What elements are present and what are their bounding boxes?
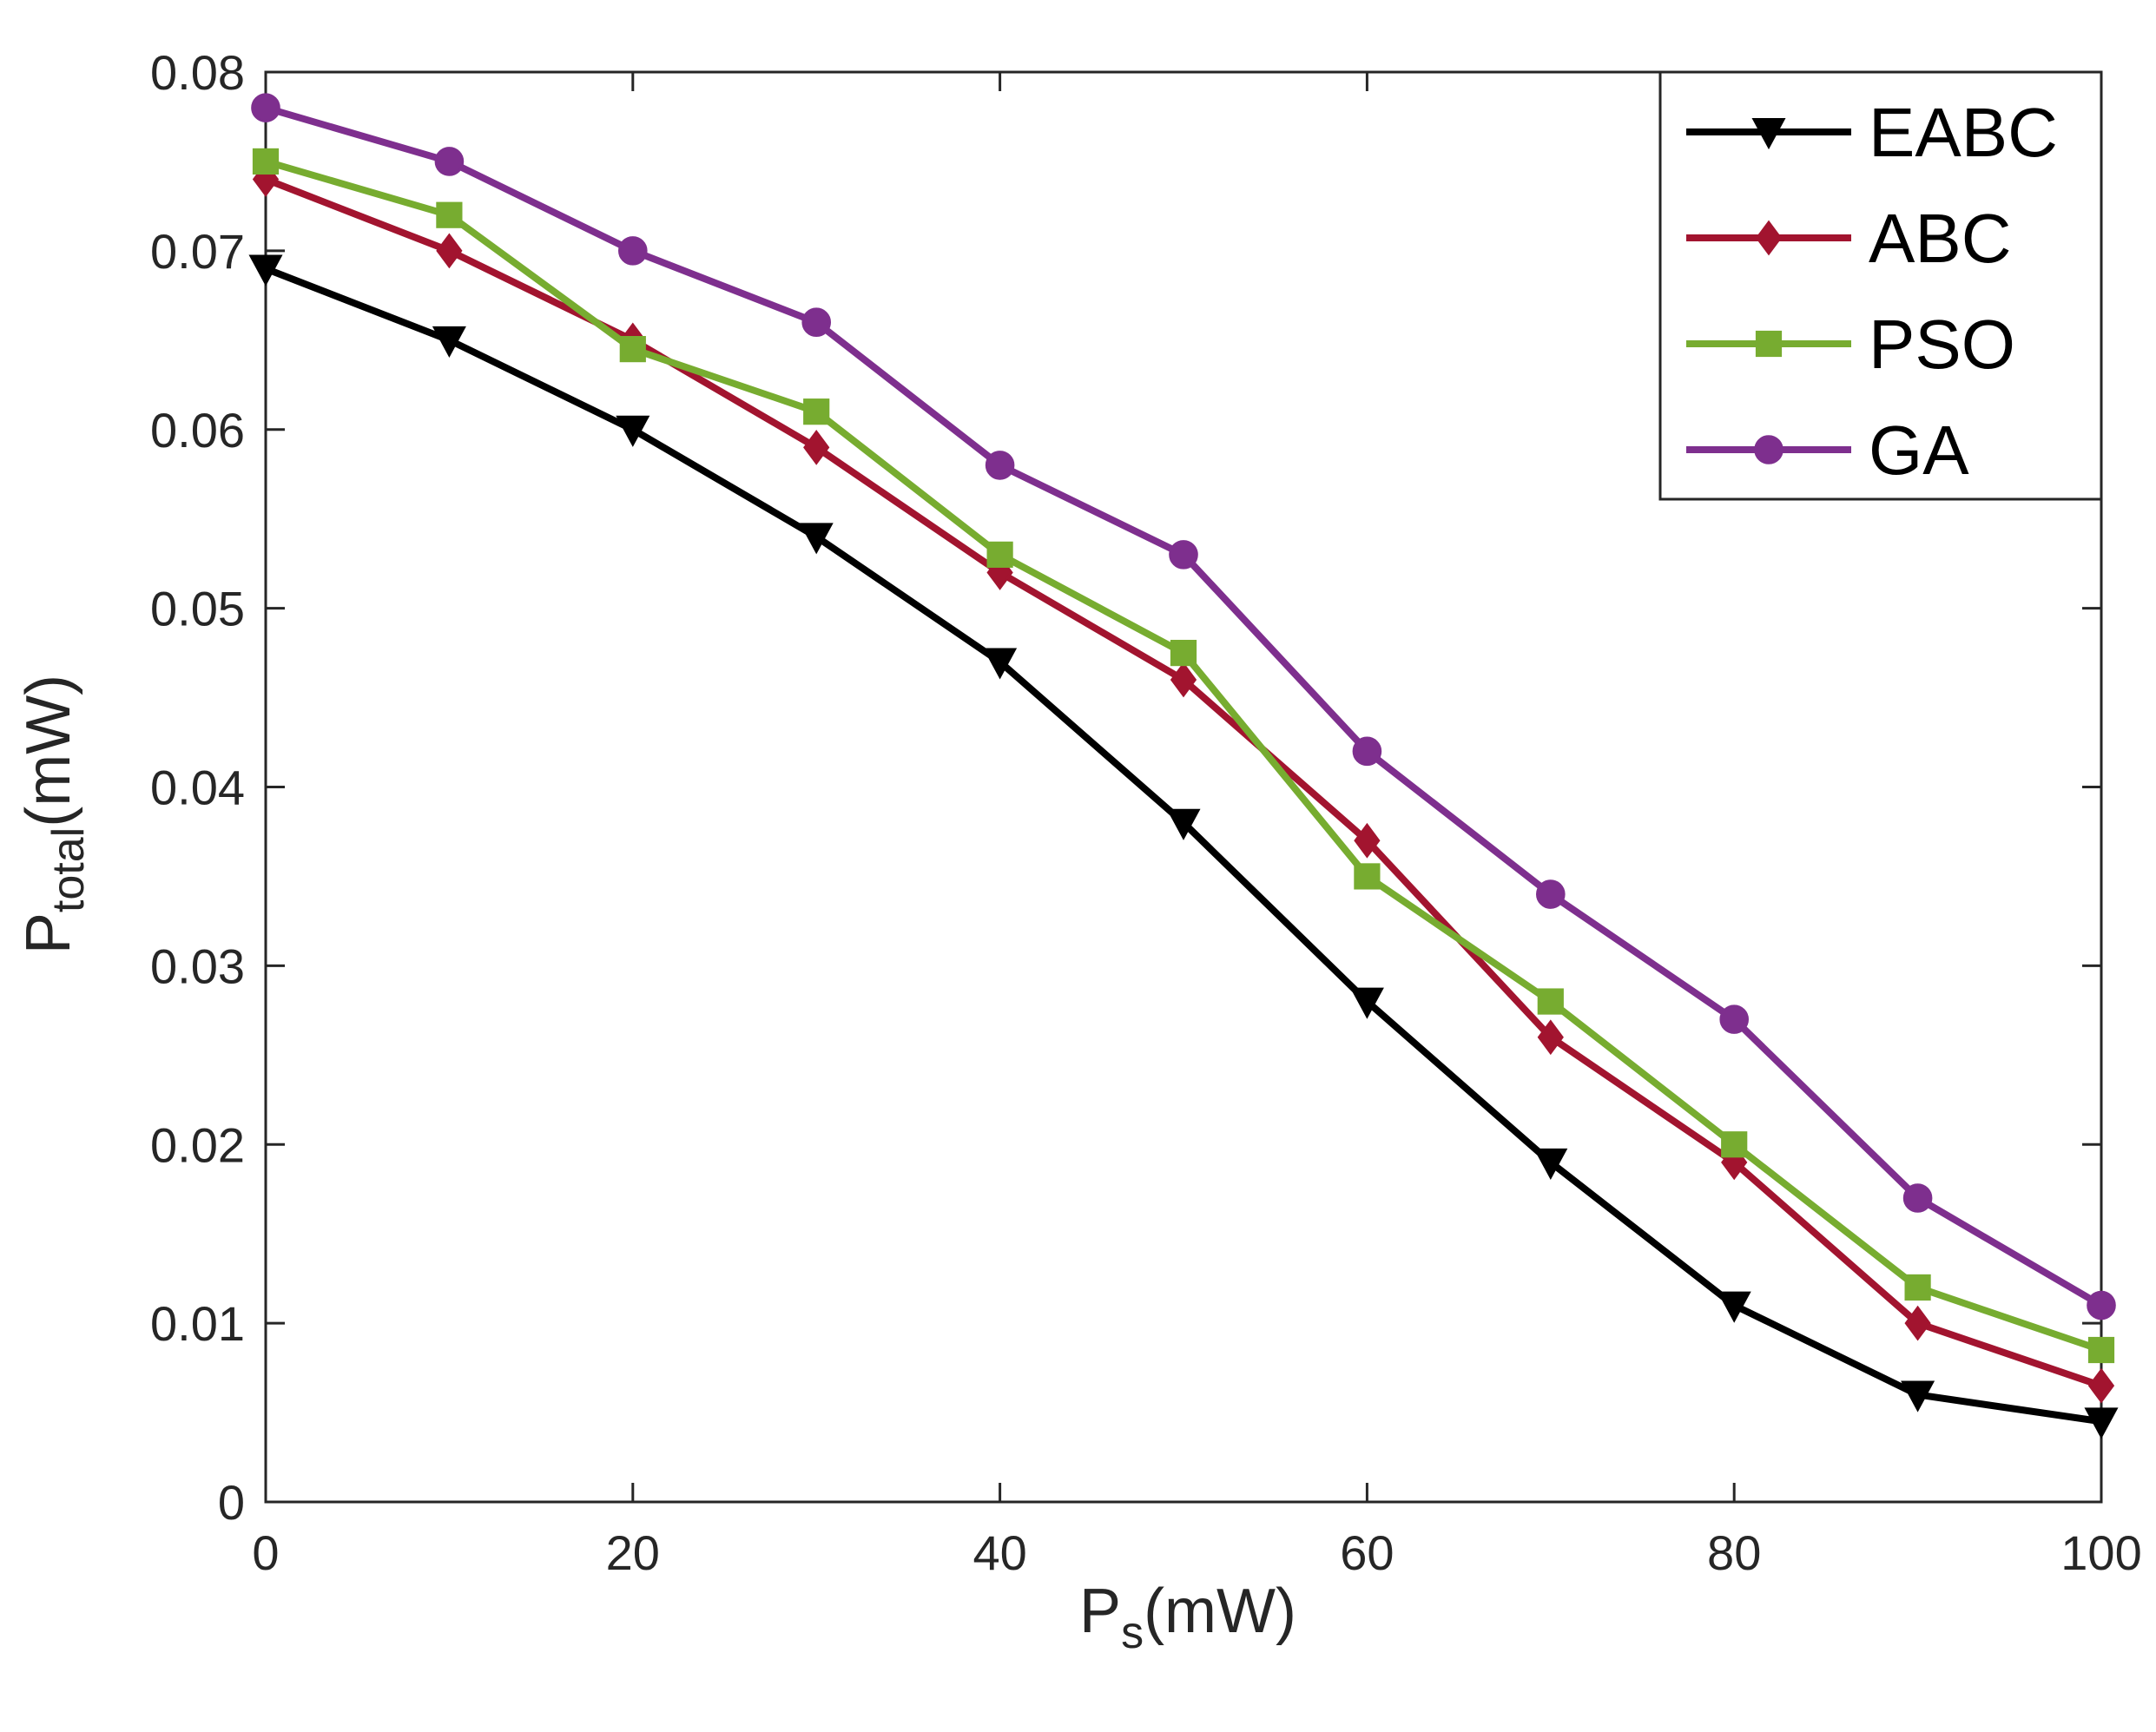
legend-item-eabc: EABC [1686, 94, 2058, 171]
data-point-abc [2087, 1367, 2115, 1404]
data-point-pso [1170, 639, 1197, 667]
data-point-pso [619, 336, 646, 363]
plot-area: 0 20 40 60 80 100 0 0.01 0.02 0.03 0.04 0.05 0.06 0.0… [150, 45, 2142, 1580]
data-point-ga [1536, 879, 1566, 909]
x-axis-title-unit: (mW) [1144, 1577, 1296, 1646]
legend-item-pso: PSO [1686, 306, 2015, 383]
data-point-pso [1721, 1131, 1748, 1158]
data-point-pso [436, 201, 463, 228]
y-tick-label: 0.05 [150, 582, 245, 636]
y-tick-label: 0.08 [150, 45, 245, 100]
legend-item-abc: ABC [1686, 200, 2012, 277]
series-ga [251, 93, 2116, 1320]
data-point-eabc [1349, 987, 1384, 1019]
data-point-pso [986, 541, 1013, 568]
data-point-pso [2087, 1336, 2115, 1364]
legend-label-abc: ABC [1869, 200, 2012, 277]
data-point-ga [1352, 736, 1382, 767]
legend-item-ga: GA [1686, 412, 1969, 489]
legend-marker-eabc [1751, 118, 1786, 150]
series-pso [252, 148, 2115, 1364]
data-point-eabc [432, 326, 466, 358]
data-point-ga [801, 307, 832, 338]
y-tick-label: 0.07 [150, 224, 245, 279]
data-point-ga [1719, 1004, 1749, 1034]
series-eabc [248, 254, 2119, 1439]
data-point-eabc [2084, 1407, 2119, 1439]
x-axis-title-main: P [1079, 1577, 1121, 1646]
data-point-ga [618, 236, 648, 266]
legend-box [1658, 70, 2103, 501]
x-axis-title-sub: s [1121, 1608, 1144, 1658]
y-tick-label: 0.04 [150, 761, 245, 815]
data-point-abc [1537, 1019, 1564, 1056]
data-point-eabc [1533, 1148, 1568, 1180]
y-tick-label: 0.03 [150, 938, 245, 993]
x-tick-label: 60 [1340, 1525, 1394, 1580]
y-axis-title-unit: (mW) [14, 675, 83, 827]
data-point-ga [985, 451, 1015, 480]
data-point-eabc [983, 648, 1018, 680]
data-point-eabc [248, 254, 283, 286]
data-point-pso [803, 398, 830, 425]
data-point-eabc [1717, 1291, 1751, 1323]
legend-label-eabc: EABC [1869, 94, 2058, 171]
data-point-abc [1354, 822, 1381, 859]
data-point-ga [251, 93, 280, 122]
data-point-pso [1354, 863, 1381, 890]
y-tick-label: 0 [218, 1475, 245, 1530]
x-tick-label: 20 [606, 1525, 660, 1580]
y-tick-label: 0.01 [150, 1296, 245, 1351]
x-tick-label: 40 [973, 1525, 1026, 1580]
data-point-ga [1902, 1183, 1933, 1213]
y-axis-title: Ptotal(mW) [14, 675, 94, 954]
data-point-abc [436, 233, 463, 269]
data-point-pso [1904, 1274, 1931, 1301]
y-axis-title-main: P [14, 912, 83, 954]
data-point-abc [1170, 662, 1197, 698]
data-point-pso [252, 148, 280, 175]
x-tick-label: 0 [252, 1525, 279, 1580]
x-axis-title: Ps(mW) [1079, 1577, 1296, 1658]
legend-label-ga: GA [1869, 412, 1969, 489]
data-point-eabc [1166, 808, 1201, 840]
data-point-ga [2087, 1290, 2116, 1320]
legend: EABC ABC PSO GA [1658, 70, 2103, 501]
data-point-eabc [799, 523, 834, 555]
x-tick-label: 100 [2060, 1525, 2141, 1580]
legend-marker-abc [1755, 220, 1783, 256]
legend-marker-pso [1755, 330, 1783, 358]
y-tick-label: 0.06 [150, 403, 245, 458]
data-point-abc [803, 429, 830, 465]
y-tick-label: 0.02 [150, 1117, 245, 1172]
data-point-ga [1169, 540, 1198, 570]
data-point-eabc [616, 415, 650, 447]
x-tick-label: 80 [1707, 1525, 1761, 1580]
y-axis-title-sub: total [43, 827, 94, 912]
data-point-pso [1537, 988, 1564, 1015]
legend-marker-ga [1754, 435, 1783, 464]
data-point-eabc [1901, 1380, 1935, 1413]
legend-label-pso: PSO [1869, 306, 2015, 383]
data-point-ga [434, 147, 465, 176]
data-point-abc [1904, 1305, 1931, 1341]
